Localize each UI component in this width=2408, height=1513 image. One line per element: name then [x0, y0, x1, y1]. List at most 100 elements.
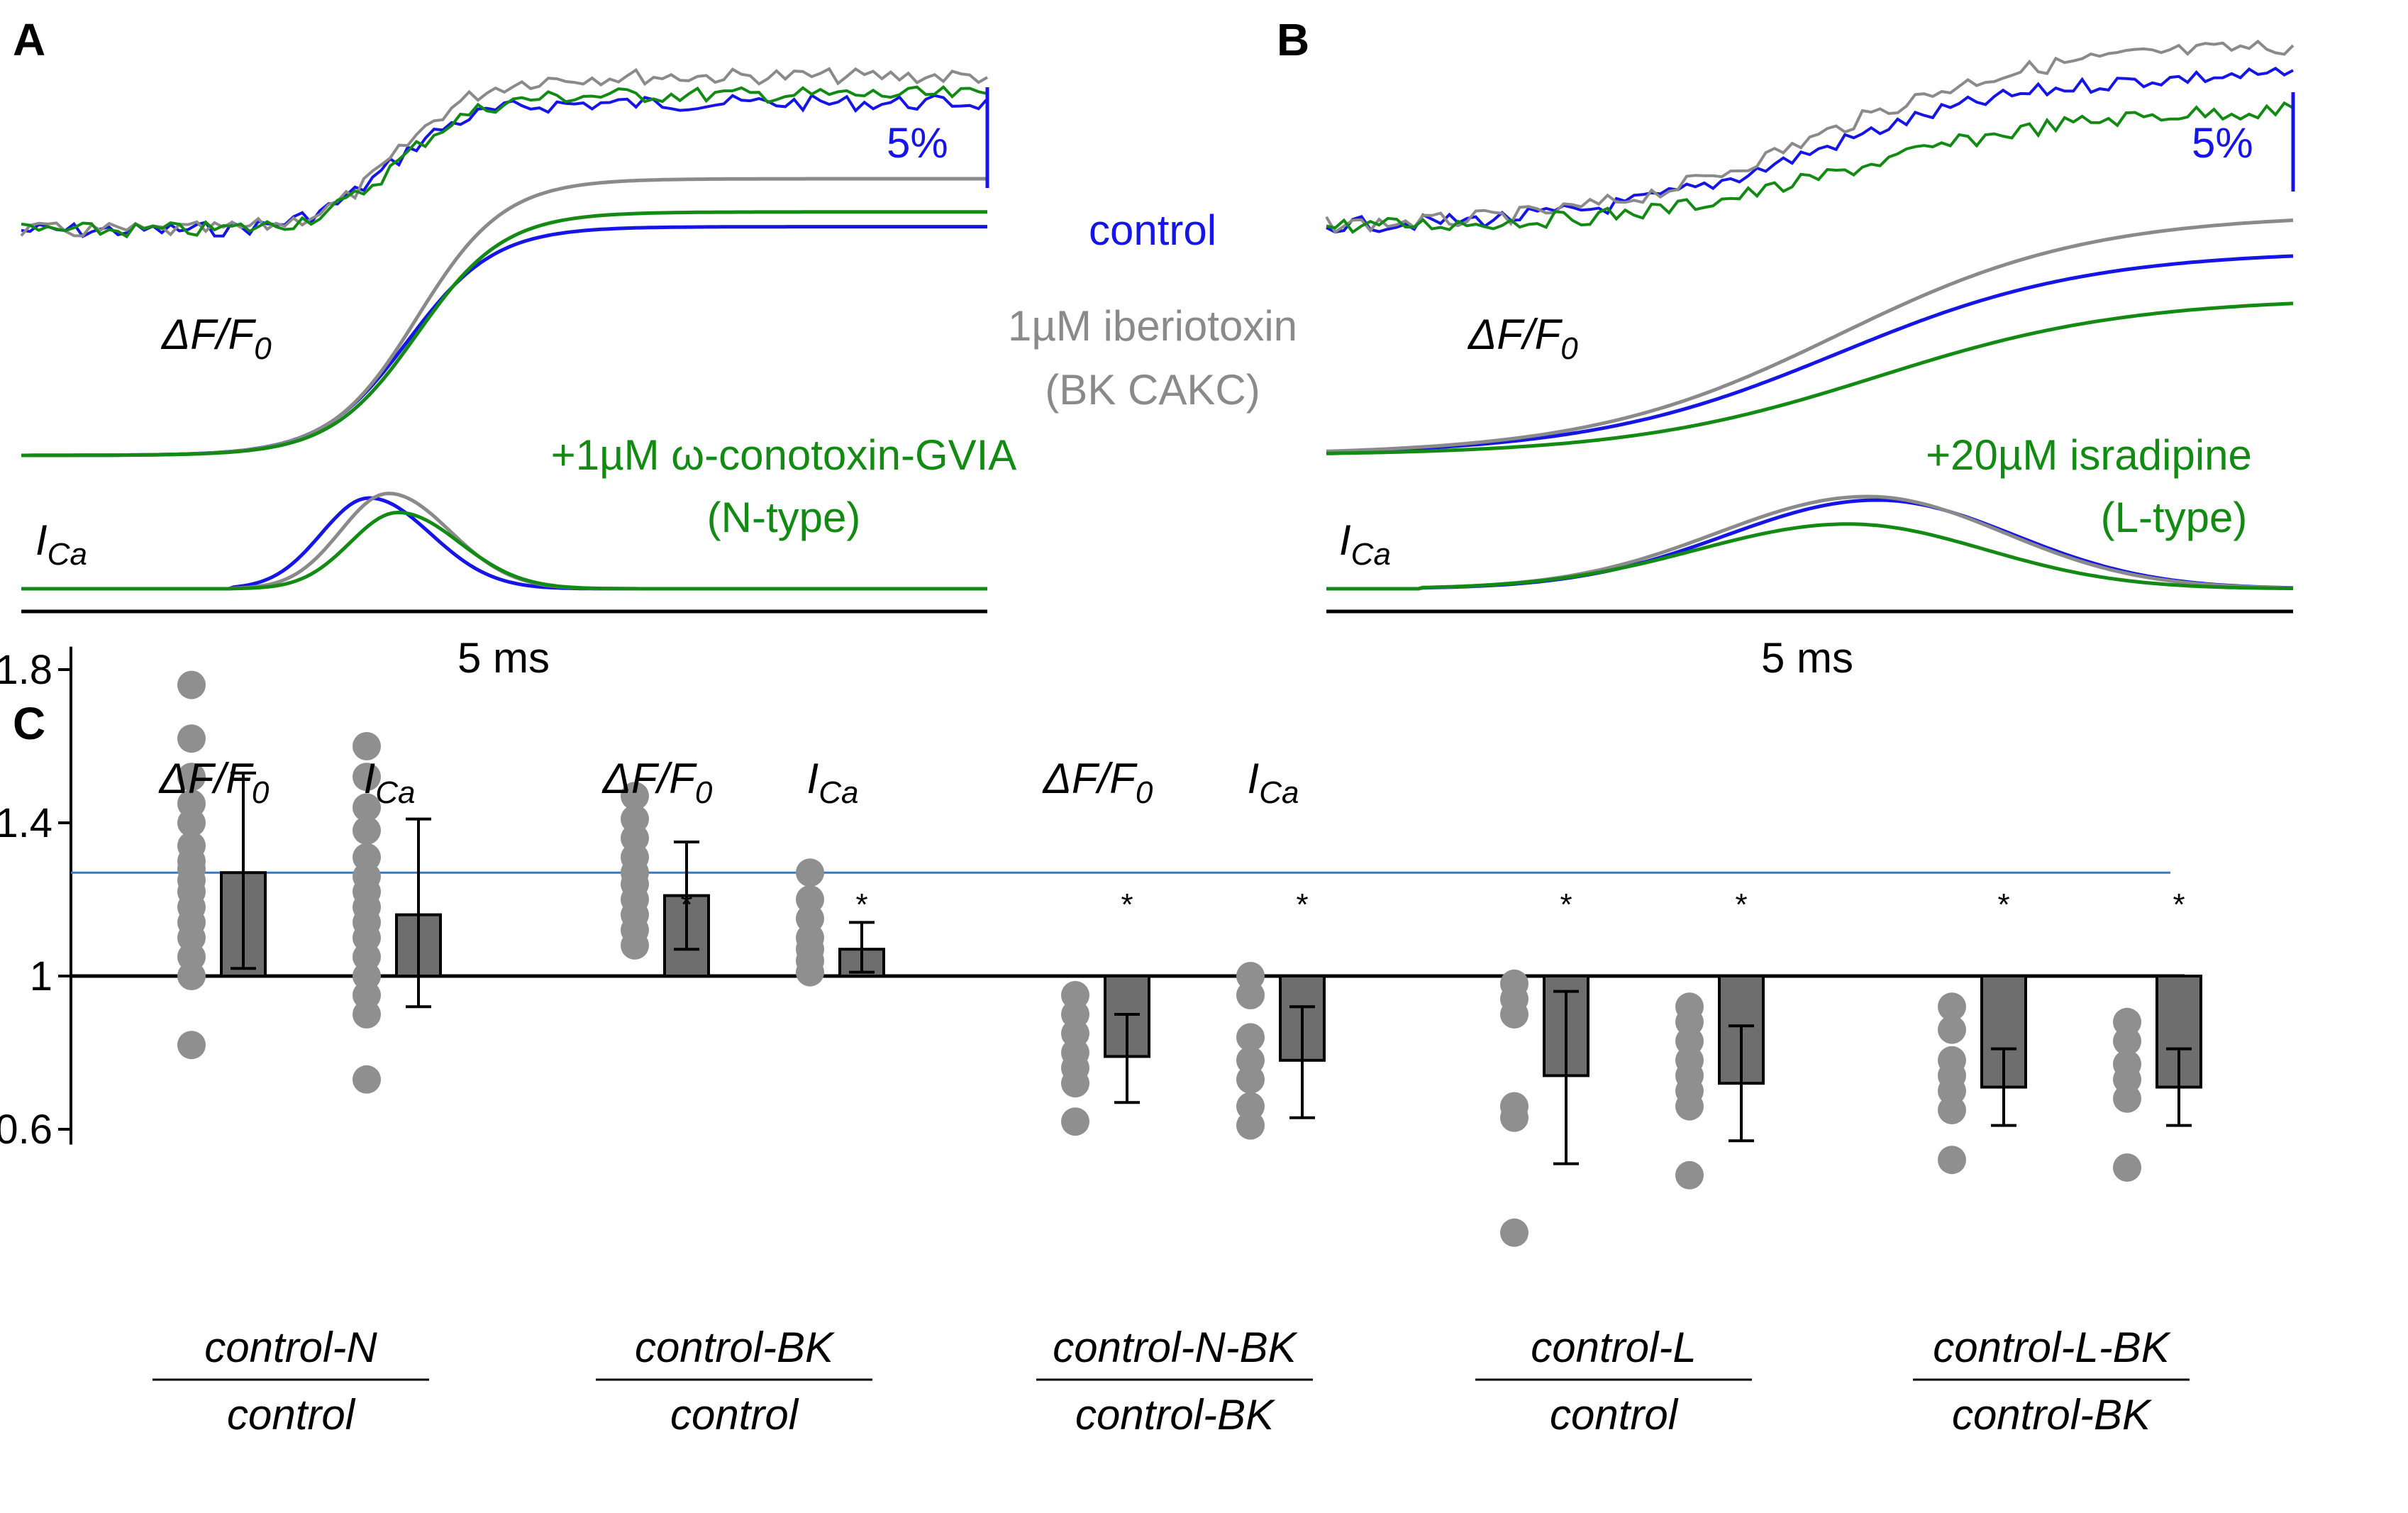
- panel-b-dff-text: ΔF/F: [1467, 311, 1563, 358]
- c-data-point: [353, 732, 381, 760]
- c-measure-label-dff-text: ΔF/F: [601, 755, 698, 802]
- a-dff-raw-2: [21, 84, 988, 239]
- c-data-point: [796, 858, 824, 887]
- c-significance-marker: *: [1735, 887, 1747, 922]
- c-significance-marker: *: [1560, 887, 1572, 922]
- panel-a-dff-text: ΔF/F: [160, 311, 257, 358]
- panel-label-a: A: [13, 14, 45, 65]
- c-group-numerator: control-L-BK: [1933, 1324, 2171, 1371]
- panel-b-ica-subscript: Ca: [1351, 537, 1391, 572]
- c-data-point: [177, 1031, 206, 1060]
- c-measure-label-ica-subscript: Ca: [1259, 775, 1299, 810]
- panel-label-b: B: [1277, 14, 1309, 65]
- c-data-point: [1500, 1218, 1528, 1247]
- legend-isradipine-sub: (L-type): [2101, 494, 2248, 541]
- c-significance-marker: *: [1296, 887, 1308, 922]
- c-data-point: [353, 1065, 381, 1094]
- c-measure-label-dff-subscript: 0: [252, 775, 270, 810]
- c-measure-label-ica-text: I: [364, 755, 376, 802]
- c-y-tick-label: 0.6: [0, 1107, 52, 1153]
- c-group-numerator: control-L: [1531, 1324, 1696, 1371]
- c-group-numerator: control-N: [204, 1324, 377, 1371]
- panel-a-ica-subscript: Ca: [48, 537, 87, 572]
- c-data-point: [353, 763, 381, 792]
- panel-b-traces: [1325, 39, 2295, 591]
- c-data-point: [353, 793, 381, 822]
- c-data-point: [1938, 1096, 1966, 1124]
- panel-label-c: C: [13, 698, 45, 749]
- a-dff-raw-0: [21, 93, 989, 238]
- legend-isradipine: +20µM isradipine: [1926, 431, 2252, 479]
- c-measure-label-ica: ICa: [364, 755, 416, 810]
- c-data-point: [1236, 1111, 1265, 1140]
- c-data-point: [2113, 1084, 2141, 1113]
- panel-a-dff-subscript: 0: [254, 331, 272, 366]
- c-group-denominator: control: [227, 1391, 356, 1439]
- panel-b-ica-text: I: [1339, 516, 1351, 564]
- b-dff-raw-1: [1325, 39, 2295, 234]
- b-dff-raw-0: [1326, 67, 2294, 234]
- legend-control: control: [1089, 206, 1216, 254]
- c-significance-marker: *: [1121, 887, 1133, 922]
- c-measure-label-dff: ΔF/F0: [158, 755, 270, 810]
- c-data-point: [177, 809, 206, 837]
- c-data-point: [1500, 1000, 1528, 1029]
- c-significance-marker: *: [2173, 887, 2185, 922]
- c-y-tick-label: 1.8: [0, 647, 52, 693]
- panel-a-dff-label: ΔF/F0: [160, 311, 272, 366]
- legend-iberiotoxin-sub: (BK CAKC): [1045, 366, 1260, 414]
- panel-a-scale-label: 5%: [887, 119, 948, 167]
- panel-a-ica-text: I: [35, 516, 48, 564]
- c-measure-label-ica: ICa: [807, 755, 859, 810]
- c-measure-label-ica-subscript: Ca: [819, 775, 858, 810]
- c-data-point: [2113, 1153, 2141, 1182]
- c-significance-marker: *: [1997, 887, 2009, 922]
- c-group-denominator: control: [1550, 1391, 1679, 1439]
- c-data-point: [1061, 1069, 1089, 1098]
- c-measure-label-ica-text: I: [807, 755, 819, 802]
- b-dff-fit-0: [1326, 254, 2294, 454]
- panel-a-traces: [20, 67, 989, 591]
- panel-b-scale-label: 5%: [2192, 119, 2253, 167]
- b-ica-trace-2: [1326, 522, 2293, 591]
- c-significance-marker: *: [855, 887, 867, 922]
- c-significance-marker: *: [680, 887, 692, 922]
- c-data-point: [177, 962, 206, 990]
- a-dff-fit-2: [21, 210, 987, 458]
- c-data-point: [796, 958, 824, 987]
- panel-b-dff-label: ΔF/F0: [1467, 311, 1578, 366]
- c-data-point: [1938, 1015, 1966, 1044]
- c-data-point: [177, 724, 206, 753]
- legend-conotoxin-sub: (N-type): [707, 494, 861, 541]
- c-data-point: [1938, 992, 1966, 1021]
- c-data-point: [1236, 1023, 1265, 1052]
- b-dff-fit-2: [1326, 301, 2294, 455]
- b-dff-raw-2: [1326, 101, 2294, 234]
- panel-b-dff-subscript: 0: [1560, 331, 1578, 366]
- panel-b-ica-label: ICa: [1339, 516, 1391, 572]
- c-measure-label-dff: ΔF/F0: [601, 755, 713, 810]
- c-data-point: [1500, 1103, 1528, 1132]
- c-data-point: [2113, 1026, 2141, 1055]
- c-measure-label-dff: ΔF/F0: [1042, 755, 1153, 810]
- c-data-point: [1061, 1107, 1089, 1136]
- panel-c-chart: 0.611.41.8* * * * * * * *ΔF/F0 ICacontrol-Ncontr…: [0, 646, 2202, 1439]
- c-y-tick-label: 1: [30, 953, 52, 999]
- c-data-point: [353, 816, 381, 845]
- c-measure-label-ica: ICa: [1248, 755, 1299, 810]
- c-data-point: [1236, 981, 1265, 1009]
- c-data-point: [353, 1000, 381, 1029]
- c-measure-label-dff-subscript: 0: [695, 775, 713, 810]
- c-group-numerator: control-N-BK: [1053, 1324, 1298, 1371]
- c-measure-label-dff-text: ΔF/F: [158, 755, 255, 802]
- c-measure-label-ica-text: I: [1248, 755, 1260, 802]
- c-data-point: [1675, 1092, 1704, 1121]
- c-measure-label-ica-subscript: Ca: [375, 775, 415, 810]
- b-dff-fit-1: [1326, 218, 2294, 453]
- c-group-denominator: control: [670, 1391, 799, 1439]
- c-data-point: [1675, 1160, 1704, 1190]
- legend-conotoxin: +1µM ω-conotoxin-GVIA: [551, 431, 1017, 479]
- c-data-point: [1236, 1065, 1265, 1094]
- panel-a-time-label: 5 ms: [457, 634, 550, 682]
